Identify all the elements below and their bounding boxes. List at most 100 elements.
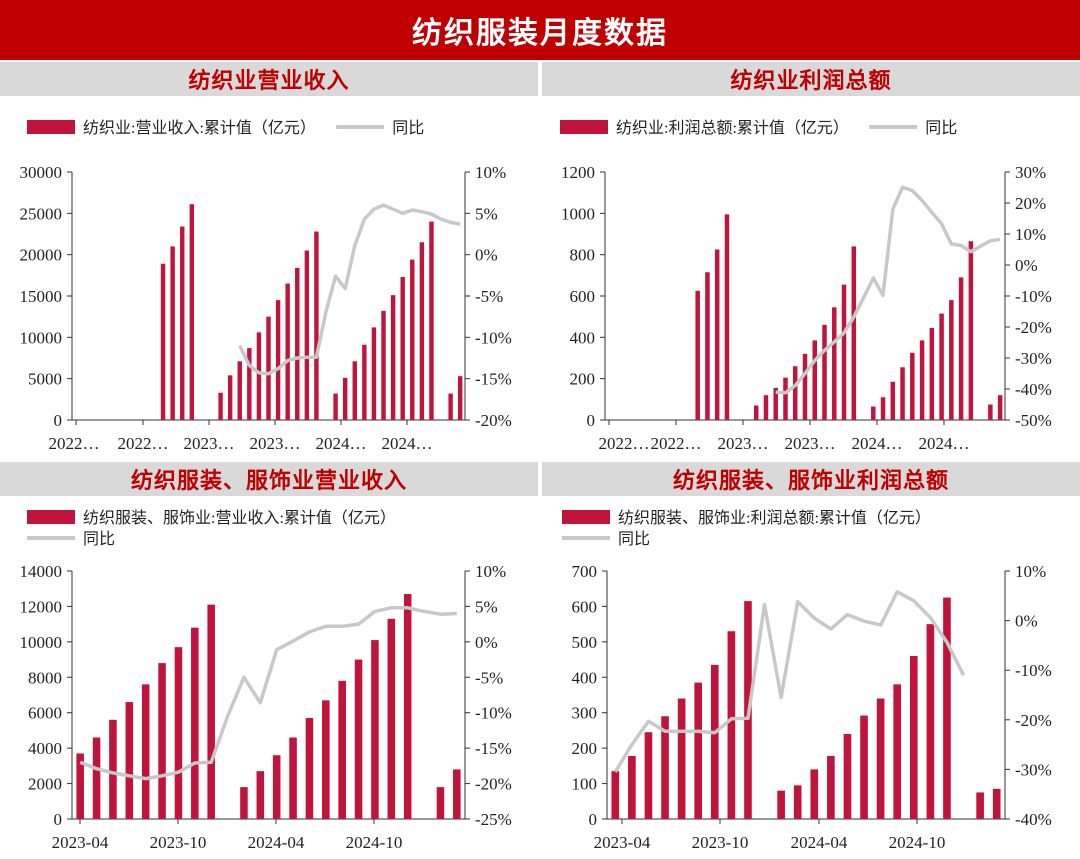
left-tick-label: 300 <box>572 704 598 723</box>
left-tick-label: 100 <box>572 775 598 794</box>
legend-bar-swatch <box>27 510 75 524</box>
bar <box>880 397 886 420</box>
right-tick-label: 30% <box>1015 163 1046 182</box>
bar <box>160 263 166 420</box>
left-tick-label: 500 <box>572 633 598 652</box>
bar <box>362 344 367 420</box>
x-tick-label: 2023-10 <box>150 833 207 852</box>
left-tick-label: 25000 <box>20 204 63 223</box>
bar <box>333 393 338 420</box>
right-tick-label: -20% <box>475 411 512 430</box>
right-tick-label: -10% <box>1015 287 1052 306</box>
bar <box>256 332 262 420</box>
bar <box>893 684 902 819</box>
right-tick-label: -20% <box>475 775 512 794</box>
x-tick-label: 2023… <box>785 434 836 453</box>
bar <box>628 755 636 819</box>
right-tick-label: -40% <box>1015 380 1052 399</box>
left-tick-label: 700 <box>572 562 598 581</box>
bar <box>992 788 1001 819</box>
right-tick-label: -10% <box>475 328 512 347</box>
bar <box>218 392 223 420</box>
bar <box>419 242 425 420</box>
bar <box>694 682 703 819</box>
yoy-line <box>775 185 1001 395</box>
bar <box>968 241 974 420</box>
x-tick-label: 2024-10 <box>346 833 403 852</box>
bar <box>763 395 769 420</box>
bar <box>900 367 905 420</box>
x-tick-label: 2024… <box>919 434 970 453</box>
yoy-line <box>79 606 457 781</box>
bar <box>289 737 297 819</box>
bar <box>305 718 314 819</box>
bar <box>189 204 195 420</box>
legend-line-label: 同比 <box>925 119 957 137</box>
bar <box>227 375 233 420</box>
bar <box>342 377 348 420</box>
bar <box>352 361 357 420</box>
bar <box>919 340 925 420</box>
bar <box>793 785 802 819</box>
bar <box>988 404 993 420</box>
bar <box>400 276 405 420</box>
left-tick-label: 12000 <box>20 597 63 616</box>
left-tick-label: 30000 <box>20 163 63 182</box>
bar <box>92 737 101 819</box>
bar <box>158 663 166 819</box>
left-tick-label: 200 <box>570 370 596 389</box>
legend-line-label: 同比 <box>392 119 424 137</box>
bar <box>810 769 819 819</box>
left-tick-label: 4000 <box>28 739 62 758</box>
bar <box>207 604 215 819</box>
right-tick-label: 10% <box>1015 562 1046 581</box>
bar <box>109 719 117 819</box>
bar <box>677 698 686 819</box>
bar <box>266 316 271 420</box>
left-tick-label: 600 <box>570 287 596 306</box>
bar <box>890 381 896 420</box>
right-tick-label: -30% <box>1015 349 1052 368</box>
bar <box>180 226 185 420</box>
right-tick-label: -20% <box>1015 711 1052 730</box>
legend-bar-label: 纺织业:营业收入:累计值（亿元） <box>83 119 316 137</box>
x-tick-label: 2022… <box>651 434 702 453</box>
bar <box>403 594 412 819</box>
bar <box>661 716 669 819</box>
left-tick-label: 10000 <box>20 328 63 347</box>
left-tick-label: 0 <box>587 411 596 430</box>
right-tick-label: 10% <box>475 163 506 182</box>
panel-title-apparel-profit: 纺织服装、服饰业利润总额 <box>542 462 1080 496</box>
left-tick-label: 0 <box>589 810 598 829</box>
x-tick-label: 2023-04 <box>52 833 109 852</box>
bar <box>997 395 1003 420</box>
bar <box>448 393 453 420</box>
right-tick-label: 5% <box>475 597 498 616</box>
panel-title-textile-profit: 纺织业利润总额 <box>542 62 1080 96</box>
bar <box>237 361 242 420</box>
bar <box>387 618 396 819</box>
bar <box>453 769 461 819</box>
bar <box>314 231 319 420</box>
bar <box>822 324 827 420</box>
bar <box>714 249 720 420</box>
bar <box>832 307 837 420</box>
x-tick-label: 2022… <box>118 434 169 453</box>
left-tick-label: 800 <box>570 246 596 265</box>
left-tick-label: 8000 <box>28 668 62 687</box>
right-tick-label: 10% <box>1015 225 1046 244</box>
bar <box>644 732 653 819</box>
x-tick-label: 2024… <box>316 434 367 453</box>
right-tick-label: 0% <box>475 246 498 265</box>
bar <box>710 664 719 819</box>
bar <box>753 405 759 420</box>
right-tick-label: -15% <box>475 739 512 758</box>
legend-bar-label: 纺织服装、服饰业:营业收入:累计值（亿元） <box>83 509 396 527</box>
bar <box>275 300 281 420</box>
bar <box>371 327 377 420</box>
right-tick-label: 5% <box>475 204 498 223</box>
bar <box>240 787 248 819</box>
bar <box>843 733 852 819</box>
legend-line-label: 同比 <box>618 530 650 548</box>
bar <box>958 277 964 420</box>
